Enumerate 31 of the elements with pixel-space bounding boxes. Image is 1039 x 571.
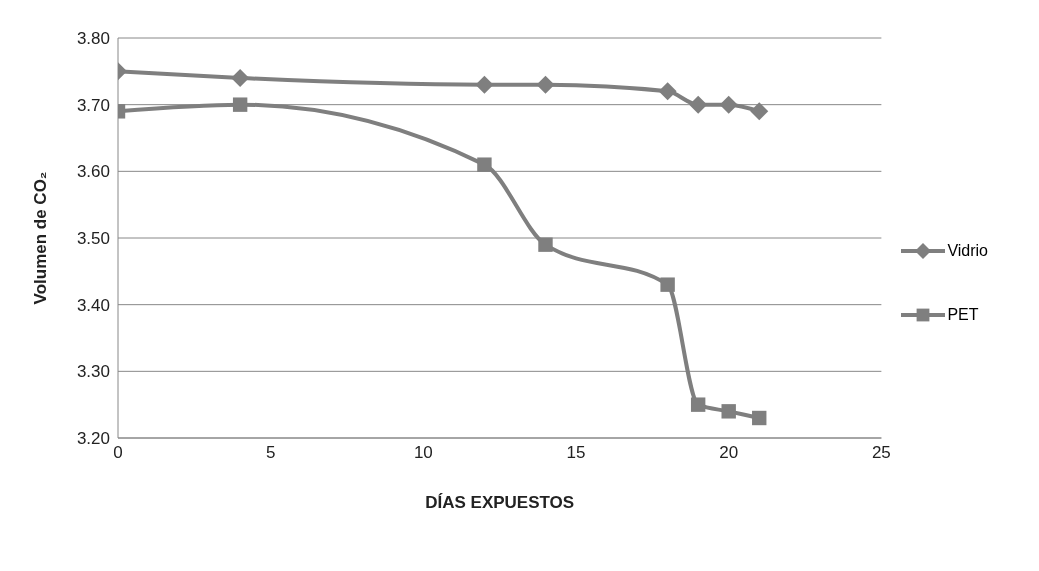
x-tick-label: 20 bbox=[719, 443, 739, 463]
y-tick-label: 3.40 bbox=[76, 295, 110, 315]
point bbox=[475, 75, 494, 94]
point bbox=[477, 157, 492, 172]
x-tick-label: 0 bbox=[113, 443, 123, 463]
y-tick-label: 3.60 bbox=[76, 162, 110, 182]
legend-label: Vidrio bbox=[947, 242, 988, 260]
point bbox=[536, 75, 555, 94]
legend-label: PET bbox=[947, 306, 979, 324]
point bbox=[538, 237, 553, 252]
point bbox=[660, 277, 675, 292]
x-tick-label: 15 bbox=[566, 443, 586, 463]
point bbox=[752, 410, 767, 426]
point bbox=[689, 95, 708, 114]
y-tick-label: 3.30 bbox=[76, 362, 110, 382]
point bbox=[719, 95, 738, 114]
x-tick-label: 10 bbox=[413, 443, 433, 463]
point bbox=[231, 69, 250, 87]
y-tick-label: 3.50 bbox=[76, 229, 110, 249]
y-tick-label: 3.70 bbox=[76, 95, 110, 115]
x-tick-label: 25 bbox=[871, 443, 891, 463]
point bbox=[232, 97, 248, 112]
x-tick-label: 5 bbox=[265, 443, 276, 463]
point bbox=[690, 397, 706, 412]
x-axis-title: DÍAS EXPUESTOS bbox=[425, 493, 575, 512]
y-tick-label: 3.80 bbox=[76, 29, 110, 49]
point bbox=[658, 82, 677, 101]
y-axis-title: Volumen de CO₂ bbox=[31, 171, 50, 305]
point bbox=[721, 404, 736, 419]
point bbox=[750, 102, 769, 121]
y-tick-label: 3.20 bbox=[76, 429, 110, 449]
